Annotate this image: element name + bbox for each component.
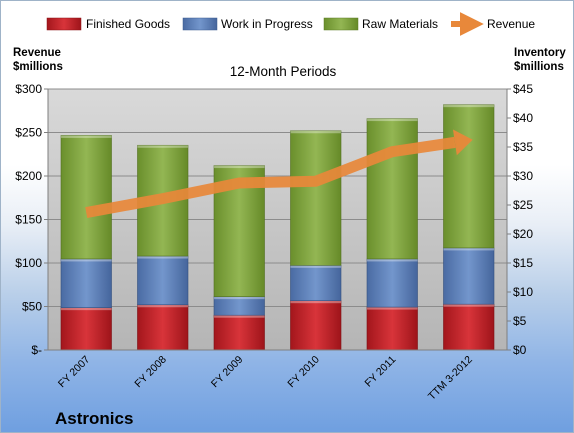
right-tick-label: $40	[513, 111, 533, 125]
legend-label-raw-materials: Raw Materials	[362, 17, 438, 31]
bar-finished-goods-highlight	[443, 304, 494, 307]
bar-work-in-progress	[443, 247, 495, 305]
left-tick-label: $250	[15, 126, 42, 140]
chart-subtitle: 12-Month Periods	[230, 64, 337, 79]
bar-finished-goods	[366, 306, 418, 351]
bar-raw-materials-highlight	[290, 130, 341, 134]
bar-raw-materials-highlight	[214, 165, 265, 169]
bar-work-in-progress	[213, 296, 265, 316]
left-axis-title-line1: Revenue	[13, 47, 61, 59]
right-tick-label: $25	[513, 198, 533, 212]
bar-finished-goods	[137, 304, 189, 351]
left-tick-label: $50	[22, 300, 42, 314]
legend-swatch-finished-goods	[46, 17, 82, 31]
right-tick-label: $15	[513, 256, 533, 270]
x-tick-label: FY 2010	[285, 354, 322, 391]
bar-finished-goods-highlight	[290, 300, 341, 304]
bar-work-in-progress	[137, 255, 189, 306]
bar-raw-materials-highlight	[443, 104, 494, 108]
bar-finished-goods-highlight	[214, 315, 265, 318]
bar-raw-materials-highlight	[61, 135, 112, 138]
left-tick-label: $200	[15, 169, 42, 183]
left-tick-label: $100	[15, 256, 42, 270]
bar-raw-materials	[443, 104, 495, 249]
bar-raw-materials	[60, 135, 112, 260]
legend-swatch-raw-materials	[323, 17, 359, 31]
bar-finished-goods-highlight	[61, 307, 112, 311]
bar-work-in-progress-highlight	[443, 247, 494, 251]
bar-work-in-progress	[60, 258, 112, 308]
legend-label-finished-goods: Finished Goods	[86, 17, 170, 31]
bar-work-in-progress-highlight	[137, 256, 188, 259]
left-axis: $- $50 $100 $150 $200 $250 $300	[15, 82, 48, 357]
bar-finished-goods	[443, 303, 495, 351]
legend-label-revenue: Revenue	[487, 17, 535, 31]
bar-work-in-progress-highlight	[61, 258, 112, 262]
left-tick-label: $-	[31, 343, 42, 357]
right-axis-title-line1: Inventory	[514, 47, 566, 59]
right-tick-label: $10	[513, 285, 533, 299]
bar-work-in-progress	[290, 265, 342, 302]
right-axis: $0 $5 $10 $15 $20 $25 $30 $35 $40 $45	[507, 82, 533, 357]
grid-lines	[48, 88, 507, 307]
x-axis: FY 2007 FY 2008 FY 2009 FY 2010 FY 2011 TTM 3…	[56, 354, 475, 403]
revenue-line	[85, 129, 473, 218]
right-tick-label: $5	[513, 314, 527, 328]
bar-finished-goods-highlight	[137, 304, 188, 308]
right-tick-label: $45	[513, 82, 533, 96]
bar-raw-materials-highlight	[137, 145, 188, 148]
legend-swatch-work-in-progress	[182, 17, 218, 31]
x-tick-label: FY 2011	[362, 354, 398, 390]
bar-work-in-progress-highlight	[367, 258, 418, 262]
bars	[60, 104, 495, 351]
bar-finished-goods	[290, 300, 342, 351]
bar-raw-materials	[366, 118, 418, 260]
x-tick-label: TTM 3-2012	[426, 354, 475, 403]
legend-label-work-in-progress: Work in Progress	[221, 17, 313, 31]
left-axis-title-line2: $millions	[13, 61, 63, 73]
company-name: Astronics	[55, 409, 133, 428]
right-axis-title-line2: $millions	[514, 61, 564, 73]
bar-work-in-progress	[366, 258, 418, 308]
x-tick-label: FY 2009	[209, 354, 246, 391]
revenue-line-arrowhead	[452, 129, 473, 156]
bar-raw-materials	[290, 130, 342, 266]
bar-work-in-progress-highlight	[214, 296, 265, 300]
bar-finished-goods	[60, 307, 112, 351]
left-tick-label: $150	[15, 213, 42, 227]
right-tick-label: $30	[513, 169, 533, 183]
legend: Finished Goods Work in Progress Raw Mate…	[46, 12, 535, 36]
x-tick-label: FY 2007	[56, 354, 93, 391]
x-tick-label: FY 2008	[132, 354, 169, 391]
right-tick-label: $0	[513, 343, 527, 357]
left-tick-label: $300	[15, 82, 42, 96]
bar-raw-materials-highlight	[367, 118, 418, 122]
right-tick-label: $35	[513, 140, 533, 154]
bar-finished-goods	[213, 314, 265, 351]
bar-work-in-progress-highlight	[290, 265, 341, 268]
revenue-line-path	[85, 136, 456, 218]
bar-finished-goods-highlight	[367, 307, 418, 310]
right-tick-label: $20	[513, 227, 533, 241]
